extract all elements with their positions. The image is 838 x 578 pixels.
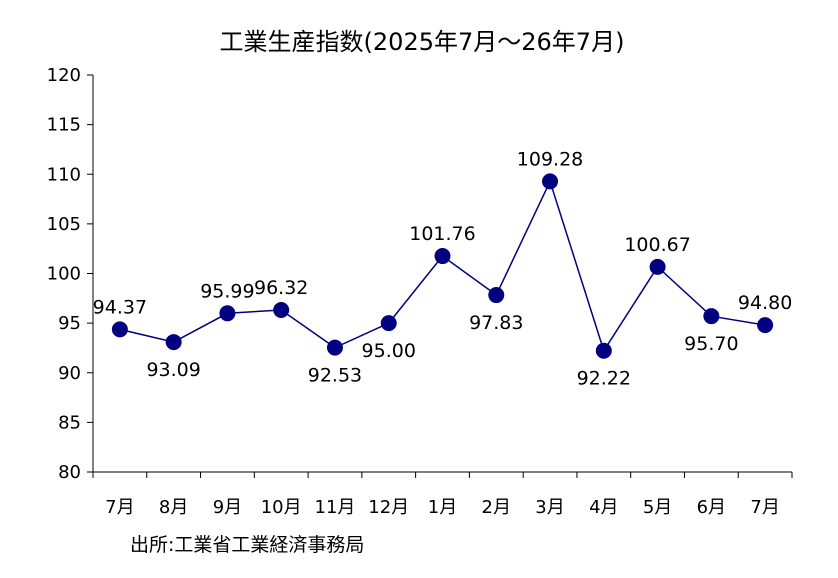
- x-tick-label: 1月: [428, 497, 457, 518]
- x-tick-label: 2月: [482, 497, 511, 518]
- x-tick-label: 6月: [697, 497, 726, 518]
- x-tick-label: 9月: [213, 497, 242, 518]
- data-point: [434, 248, 451, 265]
- data-point: [219, 305, 236, 322]
- data-label: 94.37: [93, 296, 147, 318]
- data-label: 96.32: [254, 277, 308, 299]
- data-point: [488, 287, 505, 304]
- data-point: [649, 258, 666, 275]
- x-tick-label: 5月: [643, 497, 672, 518]
- data-point: [703, 308, 720, 325]
- data-label: 92.22: [577, 368, 631, 390]
- data-label: 95.70: [684, 333, 738, 355]
- y-tick-label: 90: [58, 363, 81, 384]
- data-label: 109.28: [517, 148, 583, 170]
- data-point: [165, 334, 182, 351]
- x-axis-ticks: 7月 8月 9月 10月 11月 12月 1月 2月 3月 4月 5月 6月 7月: [92, 472, 793, 518]
- y-axis-ticks: 80 85 90 95 100 105 110 115 120: [47, 65, 93, 483]
- y-tick-label: 80: [58, 462, 81, 483]
- data-label: 94.80: [738, 292, 792, 314]
- data-label: 97.83: [469, 312, 523, 334]
- series-line-path: [119, 179, 766, 353]
- y-tick-label: 110: [47, 164, 81, 185]
- data-label: 95.99: [200, 280, 254, 302]
- series-line: [119, 179, 766, 353]
- y-tick-label: 120: [47, 65, 81, 86]
- y-tick-label: 115: [47, 115, 81, 136]
- y-tick-label: 85: [58, 412, 81, 433]
- data-point: [273, 302, 290, 319]
- x-tick-label: 10月: [261, 497, 302, 518]
- data-label: 100.67: [624, 234, 690, 256]
- x-tick-label: 4月: [589, 497, 618, 518]
- x-tick-label: 3月: [535, 497, 564, 518]
- y-tick-label: 100: [47, 264, 81, 285]
- data-point: [542, 173, 559, 190]
- data-point: [326, 339, 343, 356]
- y-tick-label: 95: [58, 313, 81, 334]
- y-tick-label: 105: [47, 214, 81, 235]
- data-point: [595, 342, 612, 359]
- source-note: 出所:工業省工業経済事務局: [130, 534, 364, 556]
- data-points: [111, 173, 774, 359]
- data-point: [111, 321, 128, 338]
- data-label: 95.00: [362, 340, 416, 362]
- x-tick-label: 12月: [368, 497, 409, 518]
- data-label: 93.09: [146, 359, 200, 381]
- x-tick-label: 8月: [159, 497, 188, 518]
- data-point: [757, 317, 774, 334]
- x-tick-label: 11月: [315, 497, 356, 518]
- axes: [92, 75, 792, 473]
- data-label: 92.53: [308, 365, 362, 387]
- data-label: 101.76: [409, 223, 475, 245]
- data-point: [380, 315, 397, 332]
- chart-title: 工業生産指数(2025年7月～26年7月): [220, 28, 625, 56]
- x-tick-label: 7月: [750, 497, 779, 518]
- x-tick-label: 7月: [105, 497, 134, 518]
